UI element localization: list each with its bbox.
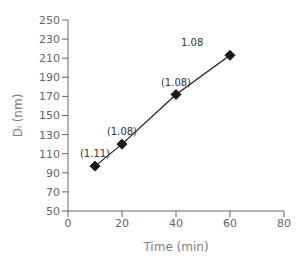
svg-text:190: 190 xyxy=(39,71,60,84)
svg-text:(1.08): (1.08) xyxy=(161,77,191,88)
svg-text:110: 110 xyxy=(39,148,60,161)
svg-text:1.08: 1.08 xyxy=(181,37,203,48)
svg-text:(1.08): (1.08) xyxy=(107,126,137,137)
svg-text:(1.11): (1.11) xyxy=(80,148,110,159)
svg-text:40: 40 xyxy=(169,217,183,230)
svg-text:Time (min): Time (min) xyxy=(142,240,208,254)
svg-text:250: 250 xyxy=(39,14,60,27)
svg-text:130: 130 xyxy=(39,129,60,142)
svg-text:50: 50 xyxy=(46,205,60,218)
svg-text:Dₗ (nm): Dₗ (nm) xyxy=(11,94,25,138)
svg-text:90: 90 xyxy=(46,167,60,180)
svg-text:60: 60 xyxy=(223,217,237,230)
svg-text:0: 0 xyxy=(65,217,72,230)
svg-text:150: 150 xyxy=(39,109,60,122)
svg-text:80: 80 xyxy=(277,217,291,230)
svg-text:170: 170 xyxy=(39,90,60,103)
svg-text:230: 230 xyxy=(39,33,60,46)
svg-text:210: 210 xyxy=(39,52,60,65)
svg-text:70: 70 xyxy=(46,186,60,199)
svg-text:20: 20 xyxy=(115,217,129,230)
